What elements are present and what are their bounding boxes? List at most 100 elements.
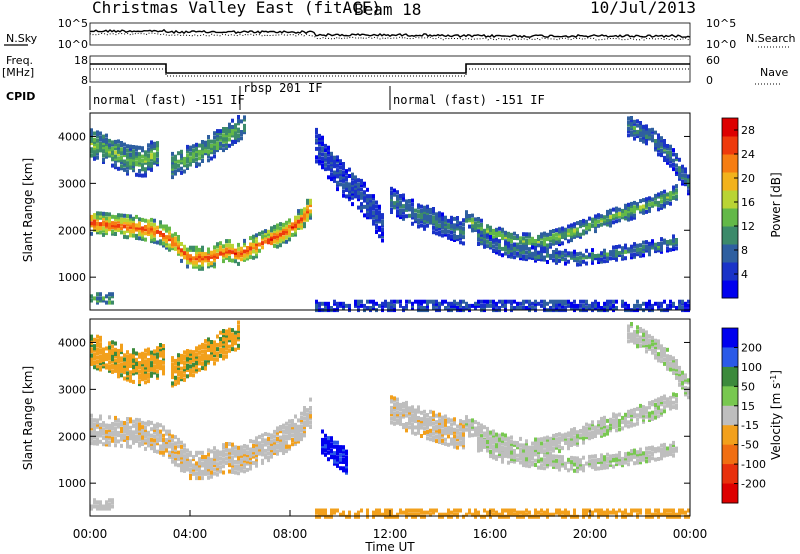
- power-cell: [537, 234, 540, 239]
- power-cell: [189, 256, 192, 261]
- velocity-cell: [384, 510, 387, 515]
- velocity-cell: [90, 426, 93, 431]
- power-cell: [114, 150, 117, 155]
- power-cell: [117, 145, 120, 150]
- velocity-cell: [93, 498, 96, 503]
- velocity-cell: [294, 425, 297, 429]
- velocity-cell: [576, 467, 579, 471]
- velocity-cell: [300, 418, 303, 423]
- power-cell: [411, 303, 414, 308]
- velocity-cell: [246, 455, 249, 460]
- velocity-cell: [489, 432, 492, 437]
- power-cell: [297, 223, 300, 228]
- velocity-cell: [507, 514, 510, 519]
- power-cell: [195, 153, 198, 158]
- velocity-cell: [198, 450, 201, 455]
- power-cell: [321, 301, 324, 306]
- power-cell: [570, 303, 573, 308]
- velocity-cell: [141, 425, 144, 430]
- power-cell: [318, 138, 321, 143]
- velocity-cell: [501, 514, 504, 519]
- velocity-cell: [444, 420, 447, 425]
- power-cell: [237, 253, 240, 258]
- power-cell: [555, 252, 558, 257]
- velocity-cell: [276, 439, 279, 444]
- power-cell: [174, 242, 177, 247]
- velocity-cell: [156, 346, 159, 351]
- power-cell: [213, 245, 216, 250]
- power-cell: [279, 234, 282, 239]
- power-cell: [657, 146, 660, 151]
- power-cell: [525, 240, 528, 245]
- power-cell: [576, 229, 579, 234]
- power-cell: [498, 233, 501, 237]
- power-cell: [435, 222, 438, 227]
- power-cell: [369, 194, 372, 199]
- power-cell: [447, 229, 450, 234]
- velocity-cell: [339, 459, 342, 464]
- power-cell: [231, 129, 234, 134]
- power-cell: [300, 210, 303, 215]
- velocity-cell: [630, 455, 633, 460]
- velocity-cell: [438, 435, 441, 440]
- power-cell: [558, 250, 561, 255]
- velocity-cell: [504, 451, 507, 456]
- velocity-cell: [525, 463, 528, 468]
- power-cell: [615, 208, 618, 213]
- velocity-cell: [450, 426, 453, 431]
- power-cell: [573, 234, 576, 239]
- velocity-cell: [237, 329, 240, 333]
- velocity-cell: [558, 440, 561, 445]
- velocity-cell: [162, 346, 165, 351]
- power-cell: [630, 116, 633, 120]
- power-cell: [126, 171, 129, 176]
- velocity-cell: [96, 341, 99, 345]
- power-cell: [552, 250, 555, 254]
- power-cell: [288, 229, 291, 233]
- velocity-cell: [297, 437, 300, 442]
- velocity-cell: [606, 418, 609, 423]
- power-cell: [582, 303, 585, 308]
- velocity-cell: [627, 458, 630, 462]
- power-cell: [648, 128, 651, 133]
- velocity-cell: [126, 362, 129, 367]
- power-cell: [171, 237, 174, 242]
- power-cell: [291, 232, 294, 237]
- velocity-cell: [273, 434, 276, 439]
- power-cell: [141, 228, 144, 233]
- velocity-cell: [399, 402, 402, 407]
- velocity-cell: [534, 448, 537, 453]
- velocity-cell: [183, 468, 186, 473]
- velocity-cell: [231, 459, 234, 464]
- power-cell: [654, 143, 657, 148]
- power-cell: [489, 225, 492, 230]
- power-cell: [126, 214, 129, 219]
- power-cell: [276, 231, 279, 236]
- power-cell: [183, 255, 186, 260]
- velocity-cell: [159, 349, 162, 354]
- velocity-cell: [477, 421, 480, 426]
- velocity-cell: [273, 442, 276, 447]
- power-cell: [150, 163, 153, 168]
- velocity-cell: [501, 432, 504, 437]
- velocity-cell: [189, 467, 192, 472]
- velocity-cell: [294, 427, 297, 432]
- power-cell: [453, 299, 456, 304]
- power-cell: [150, 228, 153, 233]
- power-cell: [390, 193, 393, 198]
- velocity-cell: [183, 460, 186, 465]
- power-cell: [213, 249, 216, 254]
- power-cell: [123, 213, 126, 218]
- power-cell: [216, 146, 219, 150]
- velocity-cell: [123, 421, 126, 425]
- power-cell: [336, 182, 339, 187]
- velocity-cell: [471, 424, 474, 429]
- power-cell: [348, 167, 351, 172]
- power-cell: [285, 231, 288, 236]
- power-cell: [642, 139, 645, 144]
- power-cell: [522, 232, 525, 237]
- power-cell: [444, 226, 447, 231]
- power-cell: [288, 237, 291, 242]
- power-cell: [303, 217, 306, 222]
- power-cell: [318, 133, 321, 138]
